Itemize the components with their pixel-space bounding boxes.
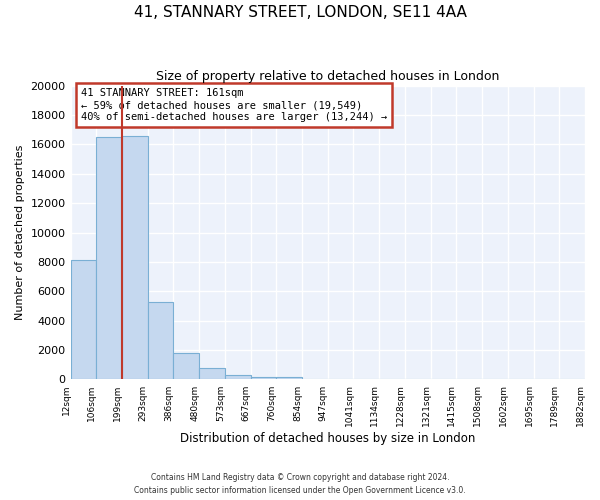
Text: 41 STANNARY STREET: 161sqm
← 59% of detached houses are smaller (19,549)
40% of : 41 STANNARY STREET: 161sqm ← 59% of deta… xyxy=(81,88,387,122)
Bar xyxy=(225,375,251,380)
Bar xyxy=(71,260,96,380)
Bar xyxy=(251,378,277,380)
Bar xyxy=(148,302,173,380)
Y-axis label: Number of detached properties: Number of detached properties xyxy=(15,145,25,320)
X-axis label: Distribution of detached houses by size in London: Distribution of detached houses by size … xyxy=(180,432,475,445)
Bar xyxy=(199,368,225,380)
Title: Size of property relative to detached houses in London: Size of property relative to detached ho… xyxy=(156,70,499,83)
Bar xyxy=(96,137,122,380)
Bar xyxy=(122,136,148,380)
Bar xyxy=(277,376,302,380)
Bar xyxy=(173,353,199,380)
Text: Contains HM Land Registry data © Crown copyright and database right 2024.
Contai: Contains HM Land Registry data © Crown c… xyxy=(134,474,466,495)
Text: 41, STANNARY STREET, LONDON, SE11 4AA: 41, STANNARY STREET, LONDON, SE11 4AA xyxy=(134,5,466,20)
